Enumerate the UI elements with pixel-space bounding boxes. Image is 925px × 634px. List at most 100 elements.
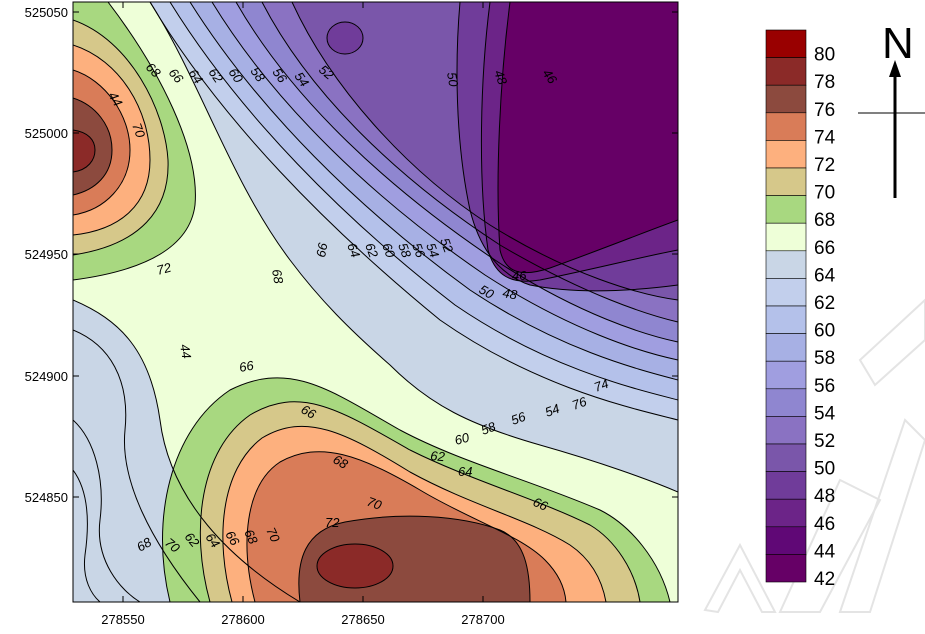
contour-label: 60 <box>379 241 398 260</box>
legend-label: 68 <box>814 210 835 231</box>
contour-label: 68 <box>269 268 286 286</box>
contour-label: 72 <box>155 259 174 277</box>
contour-label: 54 <box>423 241 442 260</box>
legend-label: 46 <box>814 514 835 535</box>
legend-swatch <box>765 112 807 141</box>
contour-label: 48 <box>491 68 510 87</box>
band-48-island <box>327 22 363 54</box>
contour-label: 56 <box>409 241 428 260</box>
legend-label: 56 <box>814 376 835 397</box>
legend-swatch <box>765 471 807 500</box>
legend-label: 50 <box>814 459 835 480</box>
contour-label: 58 <box>395 241 414 260</box>
legend-swatch <box>765 250 807 279</box>
legend-label: 42 <box>814 569 835 590</box>
contour-label: 48 <box>501 285 519 302</box>
legend-swatch <box>765 443 807 472</box>
legend-swatch <box>765 167 807 196</box>
north-arrow: N <box>858 19 925 198</box>
legend-swatch <box>765 360 807 390</box>
legend-label: 66 <box>814 238 835 259</box>
y-tick-label: 525000 <box>25 126 68 141</box>
legend-label: 54 <box>814 403 836 424</box>
north-letter: N <box>882 19 914 68</box>
plot-frame <box>72 1 679 603</box>
contour-label: 52 <box>437 236 456 255</box>
legend-swatch <box>765 416 807 445</box>
contour-label: 54 <box>292 69 313 89</box>
axis-ticks <box>73 2 678 602</box>
legend-label: 48 <box>814 486 835 507</box>
contour-label: 68 <box>241 527 261 547</box>
legend-swatch <box>765 84 807 114</box>
legend-swatch <box>765 498 807 528</box>
legend-swatch <box>765 333 807 362</box>
legend-swatch <box>765 388 807 417</box>
contour-label: 44 <box>105 89 125 109</box>
contour-plot-area: 68 66 64 62 60 58 56 54 52 50 48 46 44 7… <box>73 2 678 602</box>
legend-swatch <box>765 195 807 224</box>
contour-label: 74 <box>592 376 611 395</box>
contour-label: 70 <box>129 121 148 140</box>
contour-label: 54 <box>543 401 562 420</box>
contour-label: 50 <box>444 71 461 89</box>
contour-label: 64 <box>186 66 207 86</box>
north-arrowhead-icon <box>889 60 901 77</box>
y-tick-label: 524850 <box>25 490 68 505</box>
contour-label: 56 <box>509 409 528 428</box>
color-scale-legend: 80 78 76 74 72 70 68 66 64 62 60 58 56 54 52 50 48 46 44 42 <box>765 29 836 590</box>
contour-label: 62 <box>362 241 381 260</box>
legend-swatch <box>765 305 807 334</box>
contour-labels: 68 66 64 62 60 58 56 54 52 50 48 46 44 7… <box>105 60 610 557</box>
legend-label: 74 <box>814 127 836 148</box>
contour-label: 66 <box>531 494 551 514</box>
contour-label: 64 <box>458 464 472 479</box>
x-tick-label: 278650 <box>341 612 384 627</box>
legend-label: 78 <box>814 72 835 93</box>
contour-label: 44 <box>177 343 194 360</box>
x-tick-label: 278700 <box>461 612 504 627</box>
legend-label: 60 <box>814 321 835 342</box>
legend-swatch <box>765 554 807 583</box>
contour-label: 70 <box>263 525 283 545</box>
legend-label: 64 <box>814 265 836 286</box>
contour-label: 64 <box>203 530 224 550</box>
contour-label: 70 <box>365 494 384 513</box>
contour-label: 64 <box>344 241 363 260</box>
legend-swatch <box>765 222 807 252</box>
y-tick-label: 524900 <box>25 369 68 384</box>
legend-label: 44 <box>814 541 836 562</box>
legend-swatch <box>765 140 807 169</box>
x-axis-labels: 278550 278600 278650 278700 <box>101 612 504 627</box>
legend-swatch <box>765 57 807 86</box>
contour-label: 66 <box>238 358 256 375</box>
legend-label: 80 <box>814 45 835 66</box>
y-tick-label: 524950 <box>25 247 68 262</box>
legend-label: 62 <box>814 293 835 314</box>
legend-label: 58 <box>814 348 835 369</box>
legend-label: 76 <box>814 100 835 121</box>
contour-label: 76 <box>570 394 589 413</box>
contour-lines <box>73 2 678 602</box>
y-axis-labels: 525050 525000 524950 524900 524850 <box>25 5 68 505</box>
legend-label: 70 <box>814 183 835 204</box>
legend-label: 72 <box>814 155 835 176</box>
contour-label: 62 <box>430 448 446 464</box>
band-78-bottom <box>317 544 393 588</box>
band-44 <box>498 2 678 273</box>
legend-swatch <box>765 278 807 307</box>
legend-label: 52 <box>814 431 835 452</box>
legend-swatch <box>765 29 807 58</box>
legend-swatch <box>765 526 807 555</box>
watermark <box>703 298 925 614</box>
x-tick-label: 278600 <box>221 612 264 627</box>
contour-label: 46 <box>512 268 527 283</box>
band-78-left <box>73 130 95 172</box>
x-tick-label: 278550 <box>101 612 144 627</box>
contour-label: 72 <box>325 515 340 530</box>
contour-label: 58 <box>479 419 498 438</box>
contour-label: 66 <box>313 241 330 259</box>
contour-label: 60 <box>453 429 472 447</box>
y-tick-label: 525050 <box>25 5 68 20</box>
